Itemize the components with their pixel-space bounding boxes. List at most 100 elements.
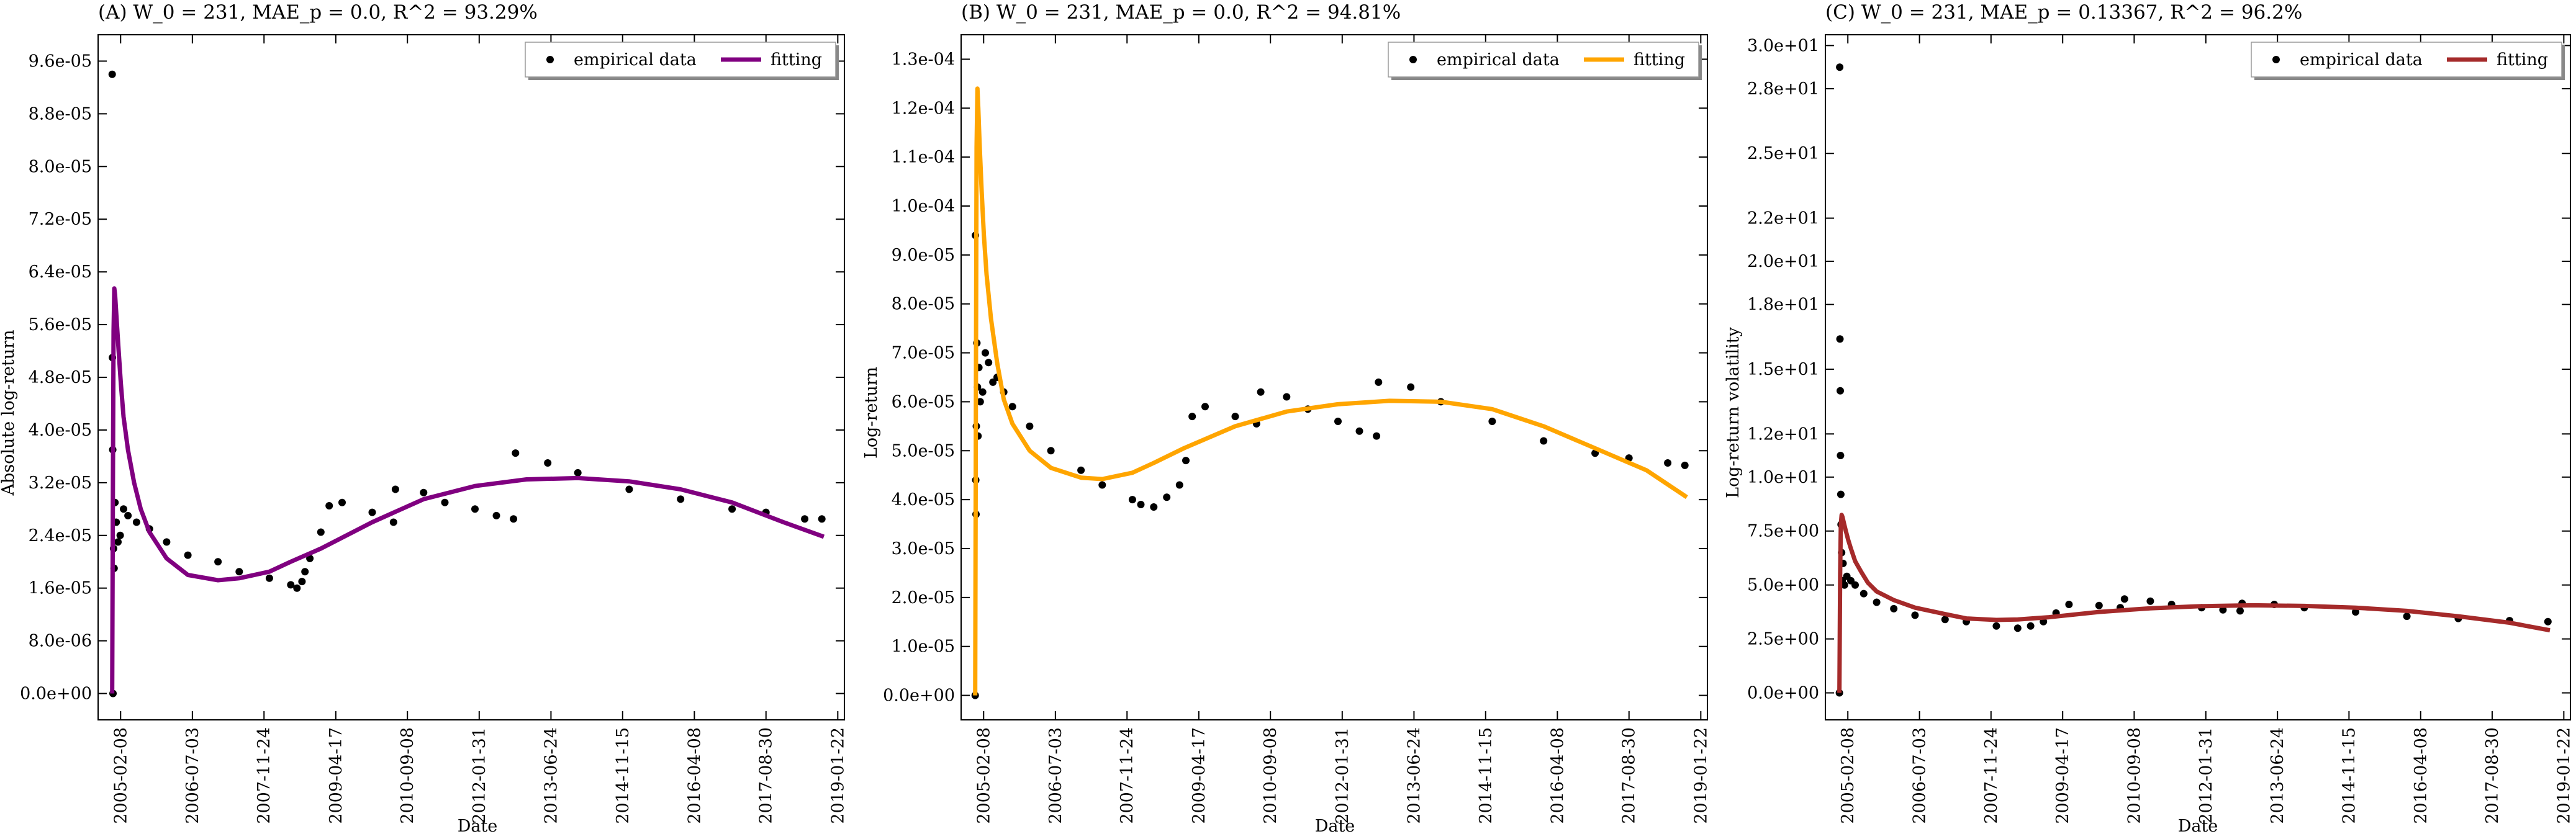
empirical-data-point [1047,447,1055,455]
x-tick-label: 2012-01-31 [1333,727,1352,824]
empirical-data-point [801,515,809,523]
y-tick-label: 2.0e+01 [1747,252,1819,271]
empirical-data-point [728,505,736,513]
empirical-data-point [978,388,987,396]
x-tick-label: 2007-11-24 [1118,727,1137,824]
empirical-data-point [1375,378,1383,386]
fitting-line [973,86,1688,696]
y-tick-label: 1.6e-05 [29,579,92,598]
panel-c-plot-frame [1825,34,2571,720]
empirical-data-point [1231,413,1239,421]
panel-a: (A) W_0 = 231, MAE_p = 0.0, R^2 = 93.29%… [0,1,847,836]
panel-a-y-axis-label: Absolute log-return [0,330,18,496]
empirical-data-point [1128,496,1136,504]
empirical-data-point [184,551,192,559]
empirical-data-point [512,449,520,457]
empirical-data-point [976,398,984,406]
legend-empirical-label: empirical data [2300,50,2423,70]
empirical-data-point [1355,427,1363,435]
empirical-data-point [1008,403,1016,411]
panel-c-y-axis-label: Log-return volatility [1724,326,1743,498]
empirical-data-point [317,528,325,536]
y-tick-label: 9.0e-05 [892,246,955,265]
empirical-data-point [1182,457,1190,465]
empirical-data-point [214,558,222,566]
empirical-data-point [298,578,306,586]
y-tick-label: 5.6e-05 [29,315,92,334]
y-tick-label: 8.0e-06 [29,632,92,651]
empirical-data-point [389,518,397,526]
empirical-data-point [2544,617,2552,626]
empirical-data-point [1911,611,1919,619]
x-tick-label: 2017-08-30 [1620,727,1639,824]
panel-a-x-axis-label: Date [458,817,498,836]
panel-c: (C) W_0 = 231, MAE_p = 0.13367, R^2 = 96… [1724,1,2574,836]
empirical-data-point [293,584,301,592]
empirical-data-point [1407,383,1415,391]
empirical-data-point [420,488,428,496]
y-tick-label: 2.8e+01 [1747,79,1819,99]
y-tick-label: 1.0e+01 [1747,468,1819,487]
empirical-data-point [818,515,826,523]
y-tick-label: 1.0e-05 [892,637,955,657]
x-tick-label: 2010-09-08 [2125,727,2144,824]
x-tick-label: 2009-04-17 [1190,727,1209,824]
empirical-data-point [1890,604,1898,612]
x-tick-label: 2005-02-08 [111,727,130,824]
empirical-data-point [1837,387,1844,395]
y-tick-label: 1.8e+01 [1747,295,1819,315]
y-tick-label: 2.5e+01 [1747,144,1819,163]
empirical-data-point [338,498,346,506]
y-tick-label: 1.2e+01 [1747,424,1819,444]
x-tick-label: 2016-04-08 [2411,727,2431,824]
empirical-data-point [1836,335,1844,343]
y-tick-label: 2.0e-05 [892,588,955,608]
y-tick-label: 5.0e+00 [1747,576,1819,595]
panel-b-x-axis-label: Date [1315,817,1355,836]
y-tick-label: 7.2e-05 [29,210,92,229]
empirical-data-point [574,469,582,477]
empirical-data-point [306,554,314,562]
x-tick-label: 2010-09-08 [398,727,417,824]
x-tick-label: 2014-11-15 [613,727,633,824]
legend-box [1388,42,1699,78]
empirical-data-point [2095,601,2103,609]
x-tick-label: 2006-07-03 [1046,727,1065,824]
y-tick-label: 2.4e-05 [29,526,92,545]
empirical-data-point [1026,422,1034,430]
x-tick-label: 2005-02-08 [1838,727,1858,824]
empirical-data-point [325,502,333,509]
x-tick-label: 2019-01-22 [828,727,847,824]
empirical-data-point [982,349,989,357]
y-tick-label: 4.0e-05 [29,421,92,440]
x-tick-label: 2013-06-24 [541,727,561,824]
empirical-data-point [1837,452,1845,459]
empirical-data-point [1681,461,1689,469]
y-tick-label: 2.2e+01 [1747,209,1819,228]
empirical-data-point [391,485,399,493]
x-tick-label: 2012-01-31 [2197,727,2216,824]
empirical-data-point [1664,459,1672,467]
empirical-data-point [2403,612,2411,621]
empirical-data-point [1150,503,1158,511]
panel-c-title: (C) W_0 = 231, MAE_p = 0.13367, R^2 = 96… [1825,1,2302,24]
fitting-line [110,286,825,694]
empirical-data-point [1098,481,1106,489]
empirical-data-point [1188,413,1196,421]
x-tick-label: 2007-11-24 [255,727,274,824]
empirical-data-point [2236,607,2244,615]
y-tick-label: 7.5e+00 [1747,522,1819,541]
legend-fitting-label: fitting [1634,50,1685,70]
empirical-data-point [265,574,273,582]
x-tick-label: 2009-04-17 [2053,727,2072,824]
empirical-data-point [2065,601,2073,608]
empirical-data-point [1137,501,1145,508]
y-tick-label: 1.1e-04 [892,148,955,167]
panel-b-plot-frame [960,34,1708,720]
x-tick-label: 2010-09-08 [1261,727,1280,824]
empirical-data-point [301,568,309,576]
y-tick-label: 4.0e-05 [892,490,955,509]
empirical-data-point [1837,490,1845,498]
empirical-data-point [1873,598,1881,606]
